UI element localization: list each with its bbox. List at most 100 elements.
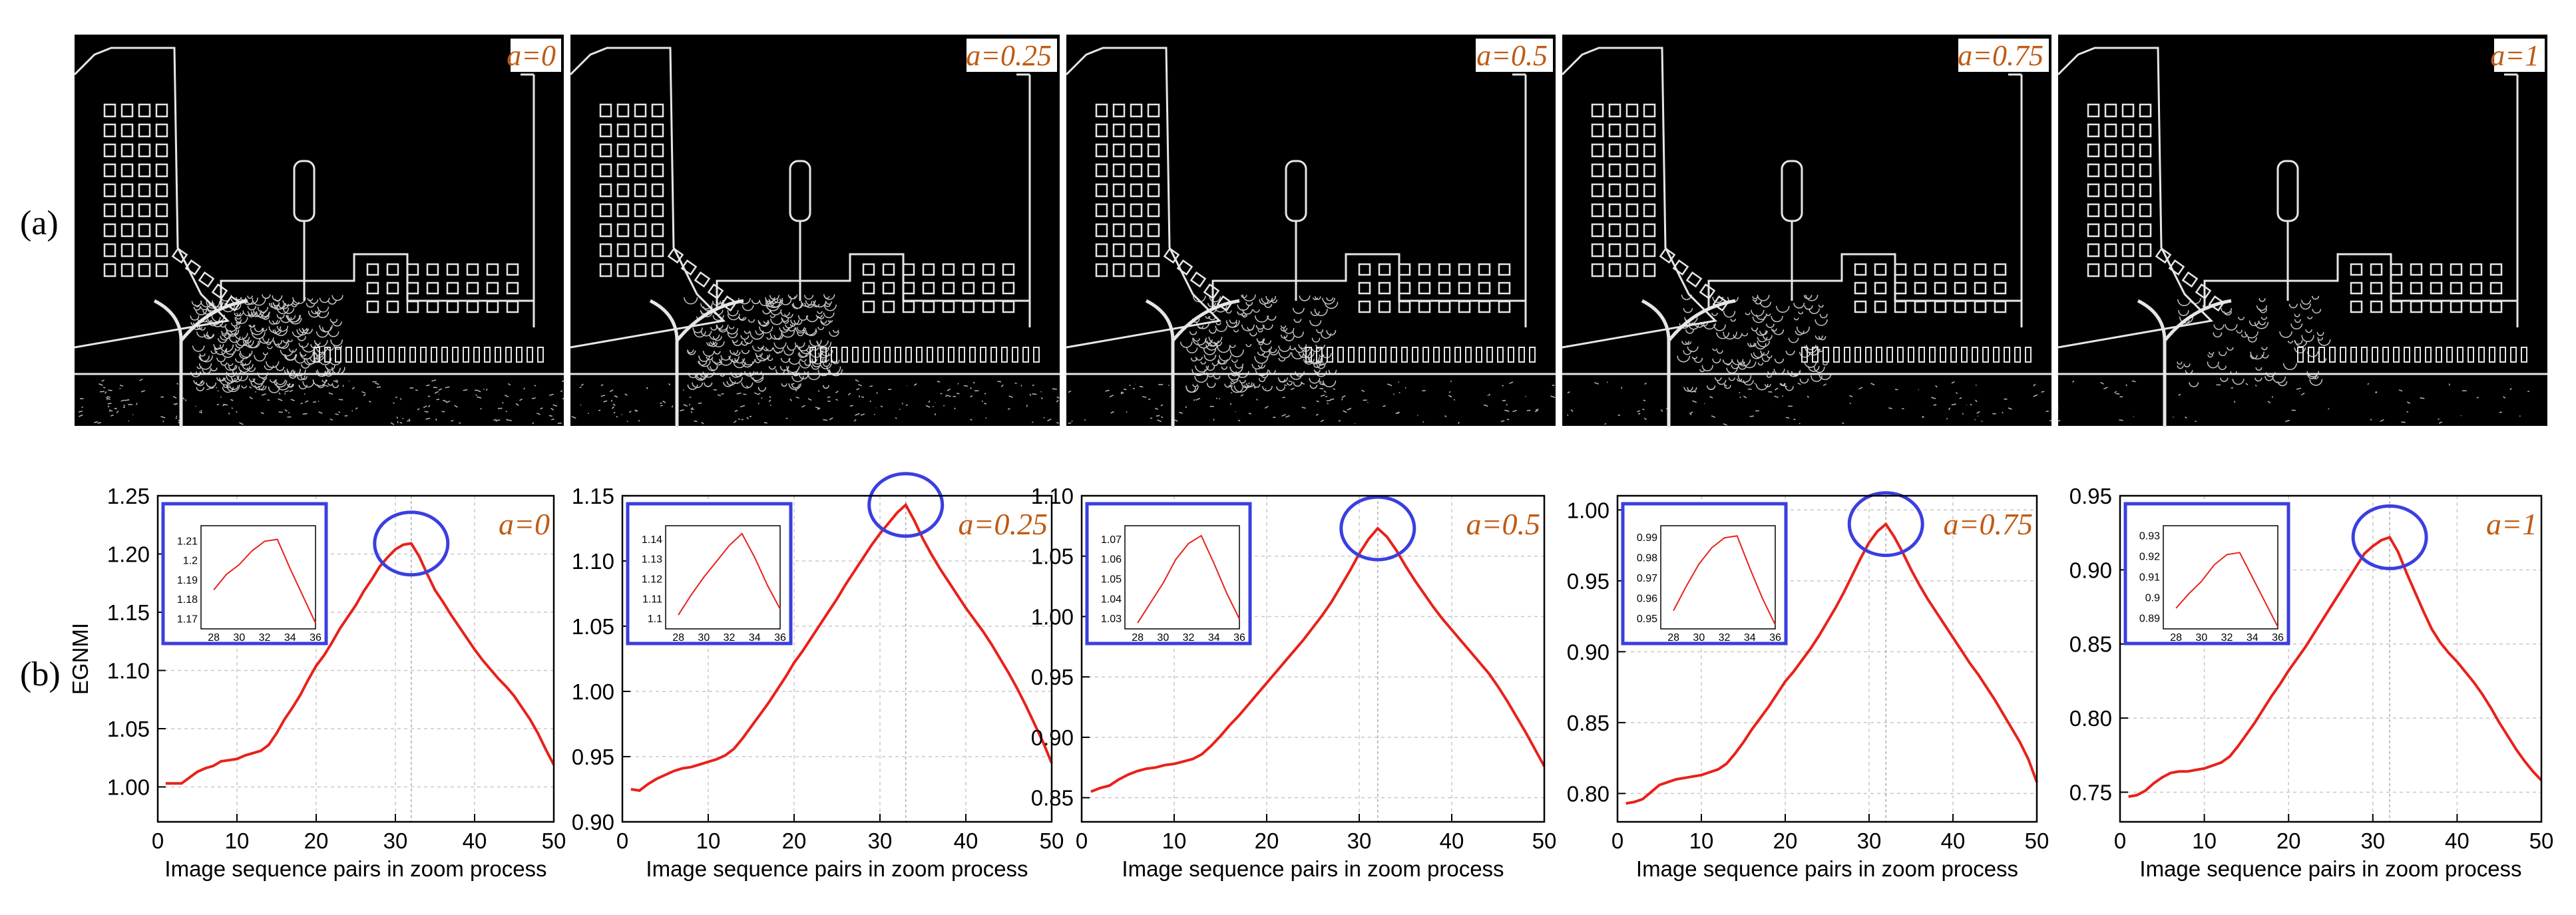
fence-post <box>1918 347 1925 363</box>
window <box>1112 123 1126 138</box>
plot-frame <box>1080 494 1546 823</box>
param-label: a=0 <box>507 39 556 72</box>
window <box>2104 243 2117 258</box>
window <box>1625 243 1639 258</box>
fence-post <box>1327 347 1333 363</box>
fence-post <box>1993 347 2000 363</box>
inset-y-tick-label: 1.03 <box>1101 614 1122 625</box>
fence-post <box>1833 347 1840 363</box>
y-tick-label: 1.00 <box>1031 604 1074 629</box>
fence-post <box>527 347 533 363</box>
fence-post <box>841 347 848 363</box>
window <box>651 223 664 238</box>
fence-post <box>2478 347 2485 363</box>
fence-post <box>2414 347 2421 363</box>
window <box>1591 243 1604 258</box>
window <box>1914 300 1927 313</box>
window <box>1854 263 1867 276</box>
window <box>616 203 630 218</box>
fence-post <box>473 347 480 363</box>
fence-post <box>1422 347 1429 363</box>
x-axis-label: Image sequence pairs in zoom process <box>1636 856 2018 881</box>
window <box>2139 123 2152 138</box>
param-label: a=0.75 <box>1958 39 2043 72</box>
window <box>667 247 684 264</box>
window <box>1095 203 1108 218</box>
inset-x-tick-label: 32 <box>1183 632 1195 643</box>
window <box>2139 143 2152 158</box>
window <box>386 300 399 313</box>
x-tick-label: 0 <box>2114 828 2126 853</box>
window <box>1643 163 1656 178</box>
window <box>882 281 895 295</box>
window <box>922 263 935 276</box>
y-tick-label: 0.90 <box>1031 725 1074 750</box>
fence-post <box>1929 347 1936 363</box>
edge-map-image: a=1 <box>2056 35 2547 427</box>
window <box>616 123 630 138</box>
window <box>982 300 995 313</box>
window <box>138 243 151 258</box>
inset-series-line <box>1137 534 1240 624</box>
window <box>2087 103 2100 118</box>
window <box>1874 300 1887 313</box>
lamp-post <box>649 299 744 427</box>
inset-x-tick-label: 30 <box>2195 632 2207 643</box>
inset-y-tick-label: 0.9 <box>2145 593 2160 604</box>
window <box>1147 243 1160 258</box>
window <box>1854 281 1867 295</box>
window <box>366 263 379 276</box>
x-tick-label: 40 <box>1941 828 1966 853</box>
window <box>138 123 151 138</box>
fence-post <box>852 347 859 363</box>
window <box>962 281 975 295</box>
window <box>2139 203 2152 218</box>
param-label: a=0.5 <box>1476 39 1548 72</box>
inset-frame <box>1124 525 1240 630</box>
param-label: a=1 <box>2486 507 2537 541</box>
fence-post <box>463 347 469 363</box>
fence-post <box>1001 347 1008 363</box>
x-tick-label: 20 <box>2276 828 2301 853</box>
window <box>1672 259 1689 276</box>
fence-post <box>1359 347 1365 363</box>
window <box>1002 281 1015 295</box>
fence-post <box>1444 347 1450 363</box>
y-tick-label: 1.10 <box>107 659 150 683</box>
window <box>1358 281 1371 295</box>
tree-texture <box>1180 294 1339 393</box>
window <box>616 243 630 258</box>
fence-post <box>884 347 891 363</box>
window <box>599 223 612 238</box>
series-line <box>1625 522 2038 805</box>
fence-post <box>345 347 352 363</box>
window <box>599 183 612 198</box>
fence-post <box>1022 347 1029 363</box>
fence-post <box>2004 347 2010 363</box>
inset-x-tick-label: 32 <box>2221 632 2233 643</box>
window <box>902 263 915 276</box>
inset-frame <box>200 525 316 630</box>
edge-map-image: a=0.5 <box>1065 35 1556 427</box>
window <box>942 300 955 313</box>
window <box>138 143 151 158</box>
edge-map-image: a=0.25 <box>569 35 1060 427</box>
window <box>2430 263 2443 276</box>
window <box>2410 300 2423 313</box>
window <box>2104 163 2117 178</box>
fence-post <box>2457 347 2464 363</box>
window <box>446 281 459 295</box>
window <box>1608 263 1621 277</box>
window <box>1130 243 1143 258</box>
window <box>651 243 664 258</box>
fence-post <box>937 347 944 363</box>
window <box>1112 163 1126 178</box>
inset-x-tick-label: 34 <box>1744 632 1756 643</box>
window <box>1095 223 1108 238</box>
x-tick-label: 0 <box>1076 828 1088 853</box>
window <box>982 281 995 295</box>
fence-post <box>1844 347 1850 363</box>
y-tick-label: 0.90 <box>572 810 614 834</box>
inset-y-tick-label: 1.17 <box>177 614 198 625</box>
window <box>1438 263 1451 276</box>
